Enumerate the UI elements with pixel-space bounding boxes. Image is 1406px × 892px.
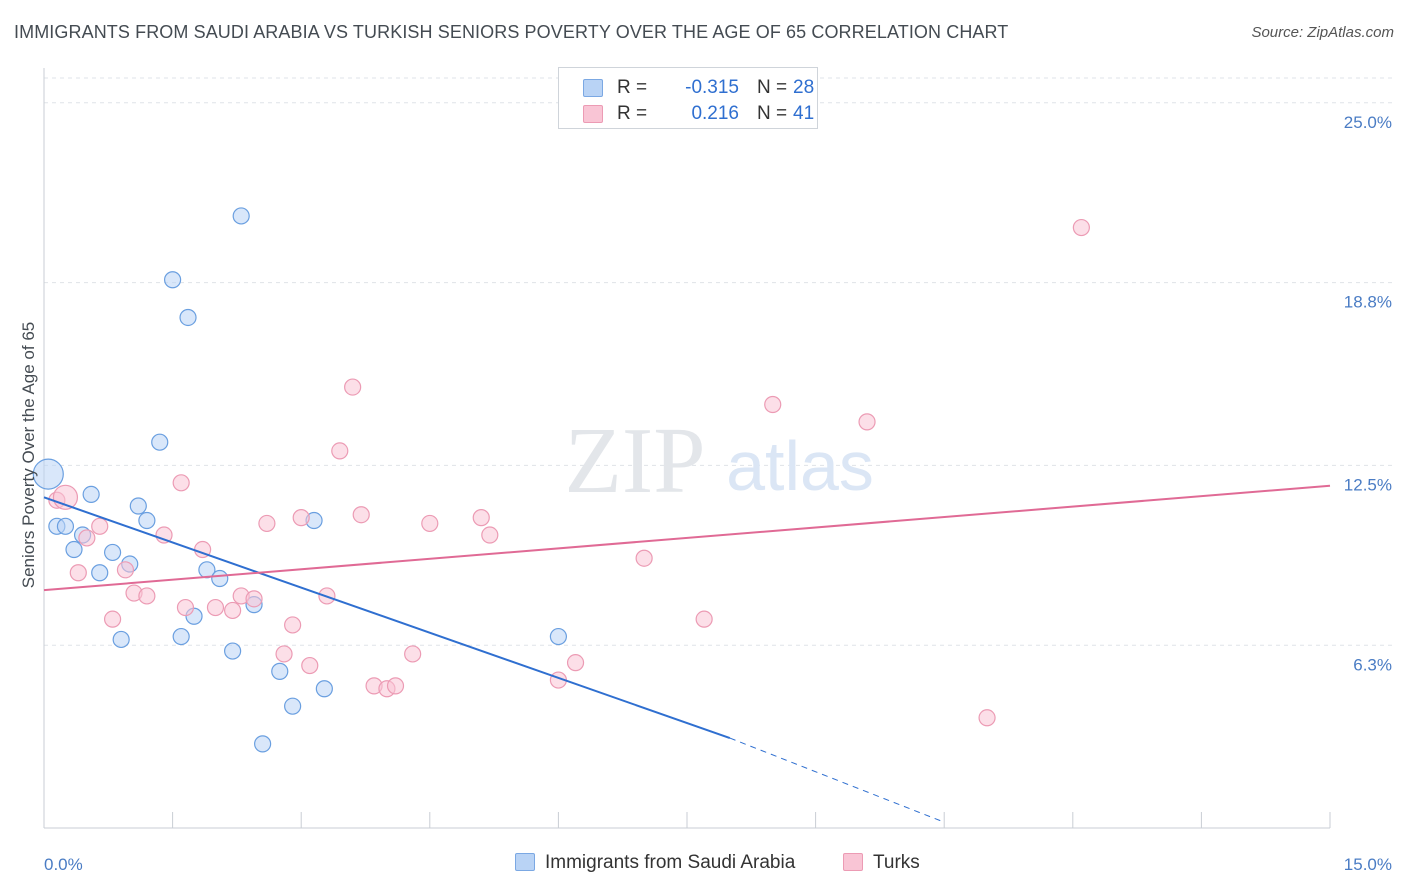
legend-r-label: R = [617,103,648,124]
point-saudi [65,540,83,559]
point-saudi [138,511,156,530]
point-saudi [56,517,75,535]
point-turks [566,654,585,672]
point-turks [206,598,225,617]
bottom-legend-label-turks: Turks [873,852,920,873]
point-turks [1072,218,1090,237]
point-saudi [164,271,182,289]
legend-swatch-saudi [583,79,603,97]
watermark-zip: ZIP [565,409,706,513]
point-turks [91,517,109,535]
trend-lines [43,484,1331,823]
legend-r-value-turks: 0.216 [691,103,739,124]
point-saudi [91,564,109,582]
point-turks [275,645,293,663]
point-turks [116,561,135,579]
point-turks [258,514,276,533]
point-turks [344,378,362,396]
point-turks [224,601,242,620]
y-tick-label: 25.0% [1344,113,1392,132]
x-tick-label: 15.0% [1344,855,1392,874]
point-turks [245,590,263,608]
point-turks [301,656,319,675]
x-tick-label: 0.0% [44,855,83,874]
trend-line-saudi-extension [729,737,945,823]
watermark: ZIP atlas [565,409,874,513]
point-turks [421,514,439,533]
point-turks [858,413,876,431]
legend-n-label: N = [757,103,788,124]
point-saudi [271,662,289,680]
bottom-legend-label-saudi: Immigrants from Saudi Arabia [545,852,796,873]
point-turks [472,509,490,527]
source-label: Source: ZipAtlas.com [1251,24,1394,41]
point-turks [103,610,122,628]
point-saudi [179,308,197,327]
point-saudi [151,433,169,451]
data-points [32,207,1090,753]
point-saudi [172,627,190,646]
point-turks [176,598,195,617]
point-saudi [103,543,122,562]
legend-n-value-turks: 41 [793,103,815,124]
point-saudi [82,485,100,504]
point-turks [78,529,96,547]
trend-line-turks [43,484,1331,592]
point-saudi [254,735,272,753]
point-saudi [32,458,64,490]
bottom-legend-turks: Turks [843,852,920,874]
point-turks [331,442,349,460]
point-turks [978,709,996,727]
legend-r-label: R = [617,77,648,98]
tick-labels: 6.3% 12.5% 18.8% 25.0% 0.0% 15.0% [44,113,1392,874]
legend-n-value-saudi: 28 [793,77,815,98]
legend-n-label: N = [757,77,788,98]
legend-swatch-turks [583,105,603,123]
point-turks [404,645,422,663]
point-saudi [232,207,250,225]
point-turks [138,587,156,605]
point-saudi [129,497,147,515]
point-saudi [224,642,242,660]
legend-r-value-saudi: -0.315 [685,77,739,98]
point-turks [764,395,782,414]
point-turks [292,509,310,527]
axes [43,68,1331,829]
point-saudi [549,627,568,646]
correlation-legend: R = -0.315 N = 28 R = 0.216 N = 41 [558,67,818,129]
y-tick-label: 6.3% [1353,655,1392,674]
point-turks [695,610,713,628]
point-turks [284,616,302,634]
chart-title: IMMIGRANTS FROM SAUDI ARABIA VS TURKISH … [14,22,1009,42]
point-turks [481,526,499,544]
y-tick-label: 18.8% [1344,293,1392,312]
trend-line-saudi [43,496,731,740]
grid-lines [44,77,1392,646]
point-turks [386,677,405,695]
point-turks [352,506,370,524]
point-saudi [315,680,333,698]
point-turks [69,564,87,582]
y-tick-label: 12.5% [1344,475,1392,494]
point-saudi [211,569,229,588]
y-axis-label: Seniors Poverty Over the Age of 65 [19,322,38,588]
bottom-legend-saudi: Immigrants from Saudi Arabia [515,852,795,874]
point-saudi [112,630,130,649]
watermark-atlas: atlas [726,427,874,505]
bottom-legend-swatch-saudi [515,853,535,871]
bottom-legend-swatch-turks [843,853,863,871]
point-turks [172,474,190,492]
point-saudi [284,697,302,715]
point-turks [635,549,653,567]
